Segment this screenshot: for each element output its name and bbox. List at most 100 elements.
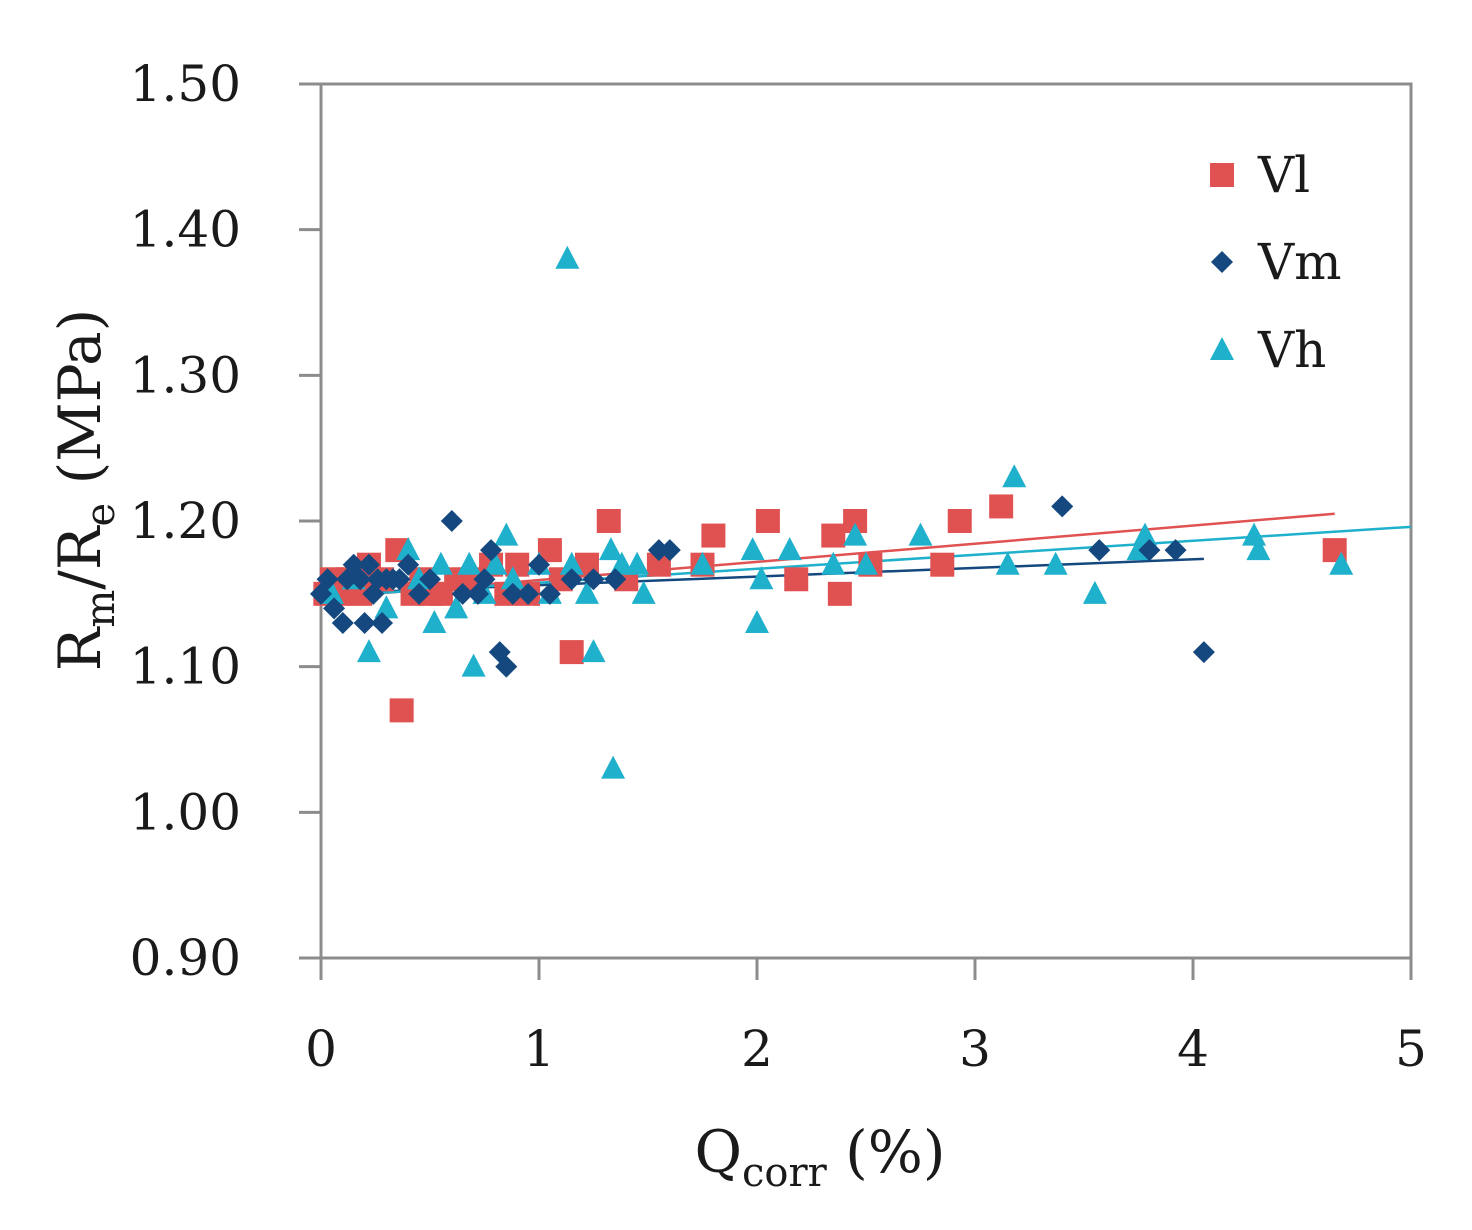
point-vh <box>356 639 381 663</box>
y-axis-ticks: 0.90 1.00 1.10 1.20 1.30 1.40 1.50 <box>130 55 321 987</box>
point-vh <box>854 551 878 575</box>
point-vh <box>1246 537 1271 561</box>
point-vm <box>480 539 503 562</box>
point-vh <box>483 551 508 575</box>
point-vh <box>821 551 846 575</box>
point-vh <box>749 566 774 590</box>
point-vl <box>827 581 852 606</box>
y-tick-label: 1.10 <box>130 638 241 696</box>
x-tick-label: 3 <box>959 1020 991 1078</box>
point-vl <box>784 567 809 592</box>
legend-marker-vl <box>1210 163 1234 187</box>
point-vh <box>1242 522 1267 546</box>
x-tick-label: 4 <box>1177 1020 1209 1078</box>
point-vm <box>408 582 431 605</box>
point-vm <box>473 568 496 591</box>
point-vh <box>444 595 469 619</box>
point-vh <box>1082 580 1107 604</box>
y-tick-label: 1.40 <box>130 201 241 259</box>
legend: Vl Vm Vh <box>1210 146 1342 379</box>
point-vh <box>1329 551 1354 575</box>
point-vh <box>374 595 399 619</box>
point-vh <box>581 639 606 663</box>
point-vh <box>745 609 769 633</box>
legend-label-vm: Vm <box>1257 233 1342 291</box>
point-vh <box>601 755 626 779</box>
x-axis-ticks: 0 1 2 3 4 5 <box>305 958 1427 1078</box>
point-vh <box>1043 551 1068 575</box>
point-vm <box>357 553 380 576</box>
point-vm <box>451 582 474 605</box>
point-vm <box>440 510 463 532</box>
point-vh <box>494 522 519 546</box>
point-vh <box>908 522 933 546</box>
point-vm <box>371 611 394 634</box>
point-vm <box>528 553 550 576</box>
point-vm <box>1138 539 1161 562</box>
point-vh <box>500 566 525 590</box>
y-tick-label: 1.00 <box>130 783 241 841</box>
point-vl <box>701 523 726 548</box>
point-vh <box>740 537 765 561</box>
point-vm <box>323 597 346 620</box>
legend-marker-vm <box>1211 251 1233 273</box>
point-vh <box>422 609 447 633</box>
point-vm <box>419 568 441 591</box>
point-vm <box>388 568 411 591</box>
point-vh <box>574 580 599 604</box>
point-vm <box>495 655 518 678</box>
point-vm <box>658 539 681 562</box>
point-vm <box>582 568 605 591</box>
point-vm <box>538 582 561 605</box>
point-vm <box>604 568 627 591</box>
point-vh <box>428 551 453 575</box>
point-vm <box>1192 641 1215 664</box>
x-tick-label: 1 <box>523 1020 555 1078</box>
point-vm <box>517 582 540 605</box>
point-vm <box>349 568 372 591</box>
point-vh <box>598 537 623 561</box>
x-axis-title: Qcorr (%) <box>694 1118 945 1196</box>
point-vh <box>555 245 580 269</box>
y-tick-label: 1.20 <box>130 492 241 550</box>
data-points <box>310 245 1354 779</box>
point-vl <box>755 509 780 533</box>
point-vm <box>1088 539 1111 562</box>
y-tick-label: 1.50 <box>130 55 241 113</box>
point-vl <box>389 698 414 723</box>
y-tick-label: 1.30 <box>130 346 241 404</box>
y-axis-title: Rm/Re (MPa) <box>46 309 124 672</box>
point-vm <box>353 611 376 634</box>
point-vl <box>596 509 621 533</box>
point-vm <box>331 611 354 634</box>
point-vm <box>1051 495 1074 518</box>
point-vl <box>505 552 530 577</box>
point-vl <box>947 509 972 533</box>
point-vh <box>995 551 1020 575</box>
point-vl <box>930 552 955 577</box>
point-vh <box>1002 464 1027 488</box>
point-vh <box>457 551 482 575</box>
legend-label-vh: Vh <box>1257 321 1326 379</box>
point-vh <box>559 551 584 575</box>
legend-marker-vh <box>1210 337 1234 360</box>
point-vh <box>777 537 802 561</box>
point-vm <box>316 568 339 591</box>
legend-label-vl: Vl <box>1257 146 1310 204</box>
point-vl <box>989 494 1014 519</box>
point-vh <box>631 580 656 604</box>
point-vm <box>501 582 524 605</box>
point-vm <box>1164 539 1187 562</box>
x-tick-label: 0 <box>305 1020 337 1078</box>
point-vm <box>397 553 420 576</box>
point-vh <box>1133 522 1158 546</box>
point-vh <box>625 551 650 575</box>
y-tick-label: 0.90 <box>130 929 241 987</box>
x-tick-label: 5 <box>1395 1020 1427 1078</box>
x-tick-label: 2 <box>741 1020 773 1078</box>
point-vm <box>560 568 583 591</box>
point-vh <box>461 653 486 677</box>
point-vh <box>843 522 868 546</box>
point-vl <box>559 640 584 665</box>
